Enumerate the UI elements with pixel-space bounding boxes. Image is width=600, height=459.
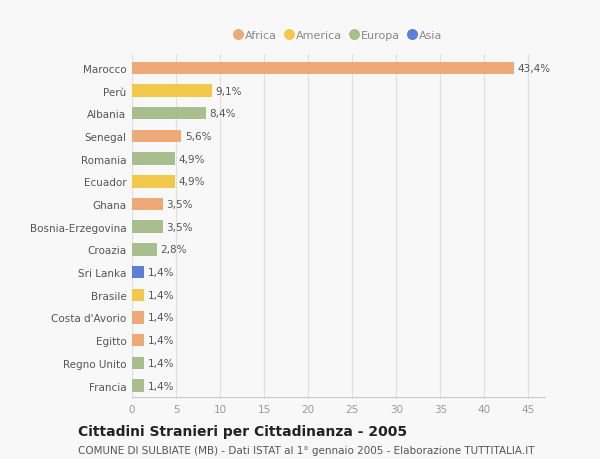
Text: 4,9%: 4,9% [179, 154, 205, 164]
Bar [132, 357, 145, 369]
Text: 1,4%: 1,4% [148, 290, 175, 300]
Text: 5,6%: 5,6% [185, 132, 211, 142]
Legend: Africa, America, Europa, Asia: Africa, America, Europa, Asia [231, 26, 447, 46]
Text: 43,4%: 43,4% [518, 64, 551, 73]
Text: 3,5%: 3,5% [166, 222, 193, 232]
Bar [132, 380, 145, 392]
Bar [132, 312, 145, 324]
Bar [132, 266, 145, 279]
Text: Cittadini Stranieri per Cittadinanza - 2005: Cittadini Stranieri per Cittadinanza - 2… [78, 425, 407, 438]
Bar [132, 289, 145, 302]
Bar [132, 153, 175, 166]
Text: 4,9%: 4,9% [179, 177, 205, 187]
Text: COMUNE DI SULBIATE (MB) - Dati ISTAT al 1° gennaio 2005 - Elaborazione TUTTITALI: COMUNE DI SULBIATE (MB) - Dati ISTAT al … [78, 445, 535, 455]
Bar [132, 85, 212, 98]
Bar [132, 221, 163, 234]
Text: 1,4%: 1,4% [148, 336, 175, 346]
Bar [132, 108, 206, 120]
Bar [132, 334, 145, 347]
Text: 1,4%: 1,4% [148, 358, 175, 368]
Text: 9,1%: 9,1% [215, 86, 242, 96]
Text: 1,4%: 1,4% [148, 268, 175, 278]
Text: 8,4%: 8,4% [209, 109, 236, 119]
Text: 2,8%: 2,8% [160, 245, 187, 255]
Bar [132, 130, 181, 143]
Bar [132, 244, 157, 256]
Text: 1,4%: 1,4% [148, 313, 175, 323]
Bar [132, 62, 514, 75]
Text: 3,5%: 3,5% [166, 200, 193, 210]
Text: 1,4%: 1,4% [148, 381, 175, 391]
Bar [132, 198, 163, 211]
Bar [132, 176, 175, 188]
